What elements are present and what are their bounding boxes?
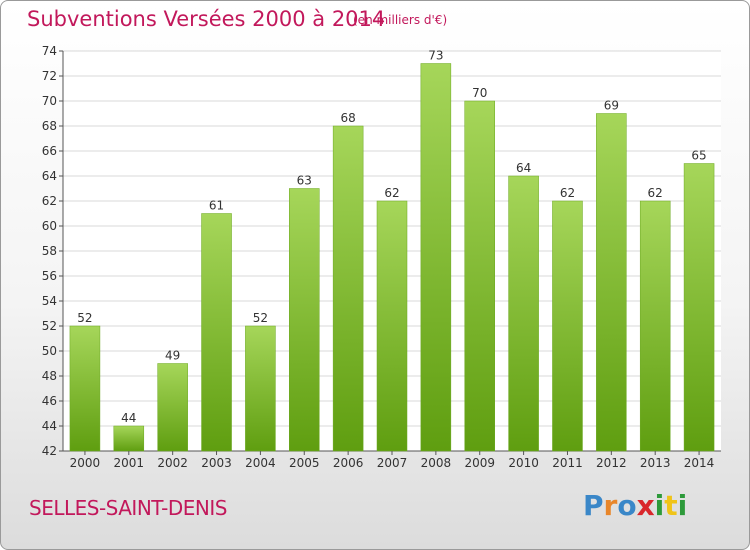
- data-label: 52: [77, 311, 92, 325]
- data-label: 65: [691, 149, 706, 163]
- y-tick-label: 60: [42, 219, 57, 233]
- logo-letter: t: [664, 489, 678, 522]
- x-tick-label: 2012: [596, 456, 627, 470]
- commune-name: SELLES-SAINT-DENIS: [29, 496, 227, 520]
- x-tick-label: 2006: [333, 456, 364, 470]
- data-label: 69: [604, 99, 619, 113]
- x-tick-label: 2003: [201, 456, 232, 470]
- bar: [157, 363, 188, 452]
- bar: [639, 200, 671, 452]
- unit-label: (en milliers d'€): [353, 13, 448, 27]
- x-tick-label: 2002: [157, 456, 188, 470]
- y-tick-label: 54: [42, 294, 57, 308]
- data-label: 62: [384, 186, 399, 200]
- bar: [113, 425, 145, 452]
- logo-letter: i: [654, 489, 665, 522]
- x-tick-label: 2009: [464, 456, 495, 470]
- data-label: 61: [209, 199, 224, 213]
- logo-letter: r: [603, 489, 618, 522]
- x-tick-label: 2007: [377, 456, 408, 470]
- data-label: 62: [560, 186, 575, 200]
- x-tick-label: 2000: [70, 456, 101, 470]
- bar: [683, 163, 715, 452]
- x-tick-label: 2004: [245, 456, 276, 470]
- data-label: 64: [516, 161, 531, 175]
- proxiti-logo: Proxiti: [583, 489, 687, 522]
- bar: [376, 200, 408, 452]
- logo-letter: P: [583, 489, 604, 522]
- logo-letter: x: [636, 489, 655, 522]
- x-tick-label: 2010: [508, 456, 539, 470]
- logo-letter: i: [677, 489, 688, 522]
- y-tick-label: 62: [42, 194, 57, 208]
- y-tick-label: 48: [42, 369, 57, 383]
- data-label: 63: [297, 174, 312, 188]
- y-tick-label: 44: [42, 419, 57, 433]
- y-tick-label: 64: [42, 169, 57, 183]
- x-tick-label: 2008: [421, 456, 452, 470]
- bar: [420, 63, 452, 452]
- x-tick-label: 2005: [289, 456, 320, 470]
- y-tick-label: 58: [42, 244, 57, 258]
- y-tick-label: 52: [42, 319, 57, 333]
- y-tick-label: 42: [42, 444, 57, 458]
- logo-letter: o: [617, 489, 637, 522]
- x-tick-label: 2013: [640, 456, 671, 470]
- data-label: 62: [648, 186, 663, 200]
- bar: [245, 325, 276, 452]
- bar: [332, 125, 364, 452]
- chart-title: Subventions Versées 2000 à 2014: [27, 7, 386, 31]
- y-tick-label: 74: [42, 44, 57, 58]
- bar: [201, 213, 232, 452]
- bar: [464, 100, 495, 452]
- bar: [552, 200, 583, 452]
- data-label: 70: [472, 86, 487, 100]
- data-label: 52: [253, 311, 268, 325]
- x-tick-label: 2001: [114, 456, 145, 470]
- data-label: 49: [165, 349, 180, 363]
- bar: [69, 325, 101, 452]
- bar: [289, 188, 320, 452]
- y-tick-label: 72: [42, 69, 57, 83]
- y-tick-label: 50: [42, 344, 57, 358]
- y-tick-label: 70: [42, 94, 57, 108]
- y-tick-label: 66: [42, 144, 57, 158]
- data-label: 73: [428, 49, 443, 63]
- bar: [508, 175, 539, 452]
- bar: [596, 113, 627, 452]
- x-tick-label: 2014: [684, 456, 715, 470]
- y-tick-label: 46: [42, 394, 57, 408]
- x-tick-label: 2011: [552, 456, 583, 470]
- y-tick-label: 56: [42, 269, 57, 283]
- data-label: 44: [121, 411, 136, 425]
- y-tick-label: 68: [42, 119, 57, 133]
- data-label: 68: [340, 111, 355, 125]
